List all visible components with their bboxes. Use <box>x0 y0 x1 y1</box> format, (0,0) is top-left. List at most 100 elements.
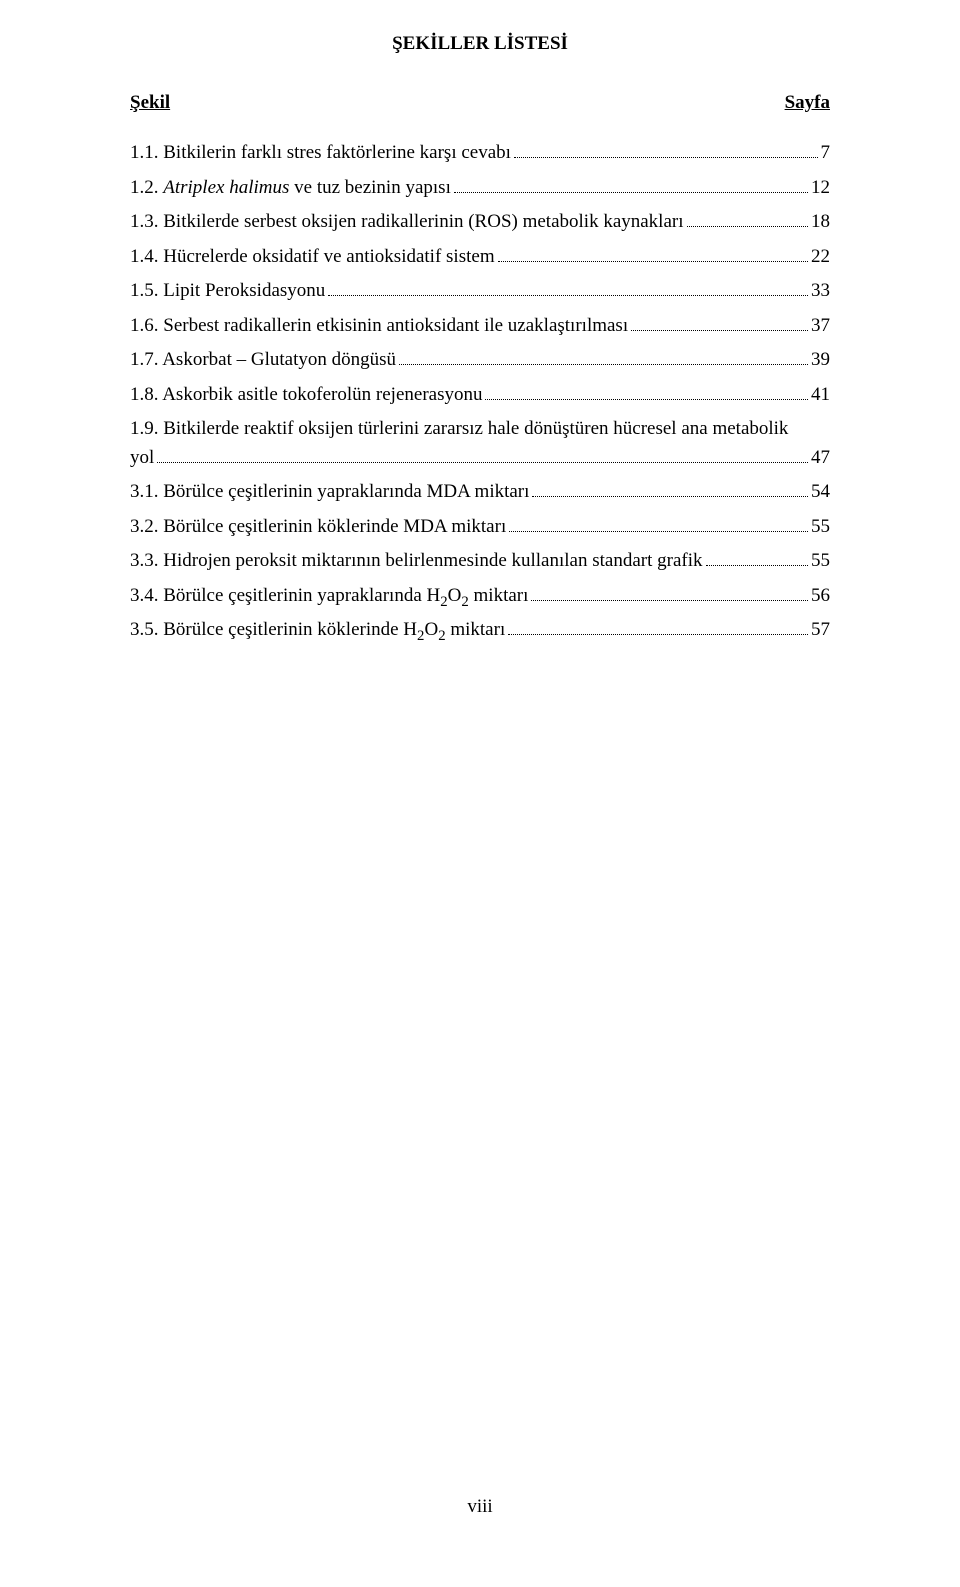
entry-page: 54 <box>811 478 830 507</box>
leader-dots <box>157 445 808 462</box>
entry-label: 1.9. Bitkilerde reaktif oksijen türlerin… <box>130 415 788 444</box>
entry-label: 3.1. Börülce çeşitlerinin yapraklarında … <box>130 478 529 507</box>
list-item: 1.9. Bitkilerde reaktif oksijen türlerin… <box>130 415 830 472</box>
list-item: 3.1. Börülce çeşitlerinin yapraklarında … <box>130 478 830 507</box>
entry-number: 3.2. <box>130 516 163 537</box>
entry-label: 3.3. Hidrojen peroksit miktarının belirl… <box>130 547 703 576</box>
list-item: 3.3. Hidrojen peroksit miktarının belirl… <box>130 547 830 576</box>
entry-page: 55 <box>811 547 830 576</box>
entry-number: 1.8. <box>130 384 162 405</box>
list-heading-row: Şekil Sayfa <box>130 89 830 118</box>
entry-page: 56 <box>811 582 830 611</box>
entry-page: 33 <box>811 277 830 306</box>
entry-label: 3.5. Börülce çeşitlerinin köklerinde H 2O… <box>130 616 505 645</box>
entry-italic: Atriplex halimus <box>163 177 289 198</box>
list-item: 3.5. Börülce çeşitlerinin köklerinde H 2O… <box>130 616 830 645</box>
entry-text: Bitkilerde reaktif oksijen türlerini zar… <box>163 418 788 439</box>
list-item: 3.2. Börülce çeşitlerinin köklerinde MDA… <box>130 513 830 542</box>
entry-page: 7 <box>821 139 831 168</box>
figures-list: 1.1. Bitkilerin farklı stres faktörlerin… <box>130 139 830 645</box>
entry-number: 1.2. <box>130 177 163 198</box>
entry-label: 3.2. Börülce çeşitlerinin köklerinde MDA… <box>130 513 506 542</box>
page-folio: viii <box>0 1493 960 1522</box>
leader-dots <box>631 313 808 330</box>
entry-label: 1.7. Askorbat – Glutatyon döngüsü <box>130 346 396 375</box>
entry-text: Hücrelerde oksidatif ve antioksidatif si… <box>163 246 494 267</box>
leader-dots <box>509 514 808 531</box>
entry-text: miktarı <box>469 585 529 606</box>
entry-number: 1.1. <box>130 142 163 163</box>
entry-text: O <box>448 585 462 606</box>
entry-text: Askorbat – Glutatyon döngüsü <box>162 349 396 370</box>
entry-text: Lipit Peroksidasyonu <box>163 280 325 301</box>
heading-sekil: Şekil <box>130 89 170 118</box>
entry-text: O <box>424 619 438 640</box>
leader-dots <box>485 382 808 399</box>
heading-sayfa: Sayfa <box>785 89 830 118</box>
entry-text: Börülce çeşitlerinin yapraklarında MDA m… <box>163 481 529 502</box>
subscript: 2 <box>461 593 468 609</box>
entry-page: 39 <box>811 346 830 375</box>
leader-dots <box>531 583 808 600</box>
document-page: ŞEKİLLER LİSTESİ Şekil Sayfa 1.1. Bitkil… <box>0 0 960 1587</box>
entry-number: 3.5. <box>130 619 163 640</box>
entry-label: 1.1. Bitkilerin farklı stres faktörlerin… <box>130 139 511 168</box>
entry-text: Serbest radikallerin etkisinin antioksid… <box>163 315 628 336</box>
entry-label: 1.8. Askorbik asitle tokoferolün rejener… <box>130 381 482 410</box>
leader-dots <box>514 141 818 158</box>
entry-number: 3.3. <box>130 550 163 571</box>
leader-dots <box>399 348 808 365</box>
entry-page: 12 <box>811 174 830 203</box>
list-item: 1.6. Serbest radikallerin etkisinin anti… <box>130 312 830 341</box>
list-item: 1.1. Bitkilerin farklı stres faktörlerin… <box>130 139 830 168</box>
entry-label: 3.4. Börülce çeşitlerinin yapraklarında … <box>130 582 528 611</box>
entry-text: Börülce çeşitlerinin köklerinde H <box>163 619 417 640</box>
subscript: 2 <box>438 628 445 644</box>
list-item: 1.2. Atriplex halimus ve tuz bezinin yap… <box>130 174 830 203</box>
entry-text: yol <box>130 444 154 473</box>
entry-page: 37 <box>811 312 830 341</box>
entry-label: 1.4. Hücrelerde oksidatif ve antioksidat… <box>130 243 495 272</box>
leader-dots <box>687 210 808 227</box>
entry-number: 3.4. <box>130 585 163 606</box>
leader-dots <box>508 618 808 635</box>
leader-dots <box>328 279 808 296</box>
list-item: 1.8. Askorbik asitle tokoferolün rejener… <box>130 381 830 410</box>
leader-dots <box>532 480 808 497</box>
subscript: 2 <box>440 593 447 609</box>
entry-number: 1.9. <box>130 418 163 439</box>
entry-text: Börülce çeşitlerinin köklerinde MDA mikt… <box>163 516 506 537</box>
entry-label: 1.6. Serbest radikallerin etkisinin anti… <box>130 312 628 341</box>
entry-label: 1.5. Lipit Peroksidasyonu <box>130 277 325 306</box>
entry-label: 1.2. Atriplex halimus ve tuz bezinin yap… <box>130 174 451 203</box>
entry-text: Hidrojen peroksit miktarının belirlenmes… <box>163 550 702 571</box>
entry-page: 55 <box>811 513 830 542</box>
list-item: 1.3. Bitkilerde serbest oksijen radikall… <box>130 208 830 237</box>
entry-text: Bitkilerin farklı stres faktörlerine kar… <box>163 142 511 163</box>
list-item: 1.5. Lipit Peroksidasyonu 33 <box>130 277 830 306</box>
leader-dots <box>454 175 808 192</box>
entry-number: 1.5. <box>130 280 163 301</box>
entry-text: Askorbik asitle tokoferolün rejenerasyon… <box>162 384 482 405</box>
page-title: ŞEKİLLER LİSTESİ <box>130 30 830 59</box>
list-item: 1.4. Hücrelerde oksidatif ve antioksidat… <box>130 243 830 272</box>
entry-number: 1.3. <box>130 211 163 232</box>
entry-page: 22 <box>811 243 830 272</box>
entry-text: Börülce çeşitlerinin yapraklarında H <box>163 585 440 606</box>
entry-text: Bitkilerde serbest oksijen radikallerini… <box>163 211 683 232</box>
entry-page: 57 <box>811 616 830 645</box>
entry-text: ve tuz bezinin yapısı <box>289 177 450 198</box>
entry-label: 1.3. Bitkilerde serbest oksijen radikall… <box>130 208 684 237</box>
entry-number: 1.7. <box>130 349 162 370</box>
entry-number: 3.1. <box>130 481 163 502</box>
leader-dots <box>498 244 808 261</box>
entry-number: 1.6. <box>130 315 163 336</box>
leader-dots <box>706 549 809 566</box>
entry-page: 18 <box>811 208 830 237</box>
list-item: 3.4. Börülce çeşitlerinin yapraklarında … <box>130 582 830 611</box>
list-item: 1.7. Askorbat – Glutatyon döngüsü 39 <box>130 346 830 375</box>
entry-number: 1.4. <box>130 246 163 267</box>
entry-page: 41 <box>811 381 830 410</box>
entry-text: miktarı <box>446 619 506 640</box>
entry-page: 47 <box>811 444 830 473</box>
